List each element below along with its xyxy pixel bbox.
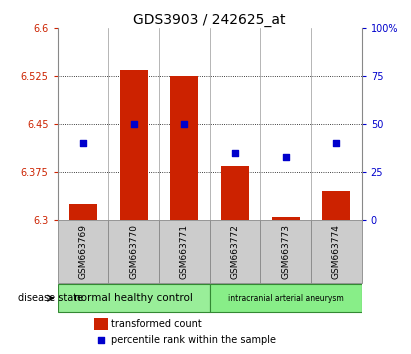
Text: normal healthy control: normal healthy control: [74, 293, 193, 303]
FancyBboxPatch shape: [58, 284, 210, 312]
Bar: [94, 318, 108, 330]
Point: [98, 337, 104, 342]
Text: intracranial arterial aneurysm: intracranial arterial aneurysm: [228, 294, 344, 303]
Text: GSM663774: GSM663774: [332, 224, 341, 279]
Bar: [69, 204, 97, 220]
Text: disease state: disease state: [18, 293, 83, 303]
Bar: [272, 217, 300, 220]
Text: GSM663769: GSM663769: [79, 224, 88, 279]
Text: GSM663771: GSM663771: [180, 224, 189, 279]
Title: GDS3903 / 242625_at: GDS3903 / 242625_at: [133, 13, 286, 27]
Point: [333, 141, 339, 146]
Text: percentile rank within the sample: percentile rank within the sample: [111, 335, 276, 345]
FancyBboxPatch shape: [58, 220, 108, 282]
FancyBboxPatch shape: [210, 220, 260, 282]
Point: [130, 121, 137, 127]
Bar: [170, 76, 198, 220]
Bar: [120, 70, 148, 220]
FancyBboxPatch shape: [210, 284, 362, 312]
Point: [232, 150, 238, 156]
Point: [282, 154, 289, 159]
Text: transformed count: transformed count: [111, 319, 201, 329]
FancyBboxPatch shape: [159, 220, 210, 282]
Bar: [322, 191, 350, 220]
Text: GSM663772: GSM663772: [231, 224, 240, 279]
FancyBboxPatch shape: [260, 220, 311, 282]
Point: [181, 121, 187, 127]
Bar: [221, 166, 249, 220]
FancyBboxPatch shape: [311, 220, 362, 282]
Text: GSM663770: GSM663770: [129, 224, 138, 279]
Point: [80, 141, 86, 146]
Text: GSM663773: GSM663773: [281, 224, 290, 279]
FancyBboxPatch shape: [108, 220, 159, 282]
